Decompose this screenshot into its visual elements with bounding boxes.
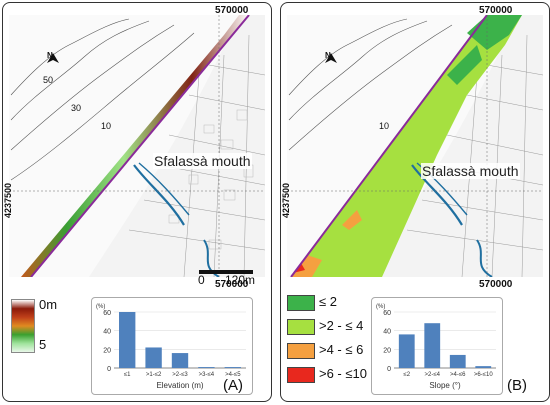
bar bbox=[171, 353, 189, 368]
x-tick-label: >4-≤5 bbox=[225, 372, 241, 378]
y-tick-label: 20 bbox=[383, 347, 391, 354]
shoreline bbox=[30, 15, 250, 277]
urban-area bbox=[89, 15, 265, 277]
legend-swatch bbox=[287, 295, 315, 311]
x-axis-label: Elevation (m) bbox=[156, 381, 203, 390]
slope-histogram-plot: (%) 0 20 40 60 ≤2 >2-≤4 >4-≤6 >6-≤10 Slope (°) bbox=[376, 304, 496, 390]
place-label: Sfalassà mouth bbox=[421, 163, 520, 179]
elevation-gradient-swatch bbox=[11, 299, 35, 353]
bar bbox=[475, 366, 492, 368]
elevation-histogram: (%) 0 20 40 60 ≤1 >1-≤2 >2-≤3 >3-≤4 >4-≤5 Elevatio… bbox=[91, 297, 253, 395]
stream bbox=[476, 239, 493, 277]
bar bbox=[424, 323, 441, 368]
legend-label: >4 - ≤ 6 bbox=[319, 342, 364, 357]
contour-label: 10 bbox=[101, 121, 112, 131]
panel-letter-b: (B) bbox=[507, 377, 527, 394]
scale-distance: 120m bbox=[225, 273, 256, 287]
y-tick-label: 60 bbox=[383, 310, 391, 317]
x-tick-label: >3-≤4 bbox=[199, 372, 215, 378]
bar bbox=[119, 312, 136, 368]
slope-patch-steep bbox=[342, 210, 362, 230]
legend-swatch bbox=[287, 319, 315, 335]
legend-swatch bbox=[287, 343, 315, 359]
legend-swatch bbox=[287, 367, 315, 383]
stream bbox=[203, 239, 220, 277]
slope-legend: ≤ 2 >2 - ≤ 4 >4 - ≤ 6 >6 - ≤10 bbox=[287, 294, 387, 391]
y-tick-label: 40 bbox=[103, 329, 111, 336]
slope-histogram: (%) 0 20 40 60 ≤2 >2-≤4 >4-≤6 >6-≤10 Slope (°) bbox=[371, 297, 503, 395]
easting-label-top: 570000 bbox=[215, 5, 249, 16]
north-arrow-icon bbox=[325, 53, 337, 63]
x-tick-label: >1-≤2 bbox=[146, 372, 162, 378]
river bbox=[133, 164, 185, 226]
elevation-histogram-plot: (%) 0 20 40 60 ≤1 >1-≤2 >2-≤3 >3-≤4 >4-≤5 Elevatio… bbox=[96, 304, 246, 390]
contour-label: 50 bbox=[43, 75, 54, 85]
shoreline bbox=[290, 15, 488, 277]
river-branch bbox=[138, 162, 190, 216]
slope-band-gentle bbox=[291, 15, 522, 277]
bar bbox=[449, 354, 466, 368]
bar bbox=[198, 367, 215, 368]
y-axis-label: (%) bbox=[376, 304, 385, 310]
legend-label: ≤ 2 bbox=[319, 294, 337, 309]
legend-label: >6 - ≤10 bbox=[319, 366, 367, 381]
scale-bar bbox=[199, 270, 253, 274]
legend-bottom-label: 5 bbox=[39, 337, 47, 352]
legend-top-label: 0m bbox=[39, 297, 58, 312]
easting-label-bottom: 570000 bbox=[215, 279, 249, 290]
north-arrow-icon bbox=[47, 53, 59, 63]
north-label: N bbox=[47, 51, 53, 60]
y-tick-label: 0 bbox=[107, 366, 111, 373]
contour-label: 30 bbox=[71, 103, 82, 113]
scale-zero: 0 bbox=[198, 273, 205, 287]
easting-label-top: 570000 bbox=[479, 5, 513, 16]
contour-label: 10 bbox=[379, 121, 390, 131]
x-tick-label: >4-≤6 bbox=[450, 372, 466, 378]
bar bbox=[145, 347, 162, 368]
northing-label: 4237500 bbox=[3, 182, 13, 218]
x-tick-label: >2-≤3 bbox=[172, 372, 188, 378]
x-axis-label: Slope (°) bbox=[429, 381, 461, 390]
elevation-legend: 0m 5 bbox=[11, 297, 91, 359]
y-axis-label: (%) bbox=[96, 304, 105, 310]
slope-map bbox=[287, 15, 543, 277]
bar bbox=[398, 334, 415, 368]
contour-lines bbox=[288, 18, 453, 151]
panel-b-slope-map: 570000 570000 4237500 Sfalassà mouth 10 … bbox=[280, 2, 550, 402]
panel-letter-a: (A) bbox=[223, 377, 243, 394]
elevation-map bbox=[9, 15, 265, 277]
slope-patch-flat bbox=[447, 45, 482, 85]
x-tick-label: ≤2 bbox=[403, 372, 410, 378]
contour-lines bbox=[10, 18, 195, 181]
easting-label-bottom: 570000 bbox=[479, 279, 513, 290]
x-tick-label: >2-≤4 bbox=[425, 372, 441, 378]
coastal-elevation-band bbox=[21, 15, 249, 277]
legend-label: >2 - ≤ 4 bbox=[319, 318, 364, 333]
x-tick-label: >6-≤10 bbox=[474, 372, 493, 378]
river bbox=[411, 164, 463, 226]
place-label: Sfalassà mouth bbox=[153, 153, 252, 169]
building-blocks bbox=[168, 109, 254, 250]
north-label: N bbox=[325, 51, 331, 60]
y-tick-label: 60 bbox=[103, 310, 111, 317]
y-tick-label: 40 bbox=[383, 329, 391, 336]
bar bbox=[224, 367, 241, 368]
panel-a-elevation-map: 570000 570000 4237500 Sfalassà mouth 50 … bbox=[2, 2, 272, 402]
y-tick-label: 20 bbox=[103, 347, 111, 354]
northing-label: 4237500 bbox=[281, 182, 291, 218]
x-tick-label: ≤1 bbox=[124, 372, 131, 378]
y-tick-label: 0 bbox=[387, 366, 391, 373]
